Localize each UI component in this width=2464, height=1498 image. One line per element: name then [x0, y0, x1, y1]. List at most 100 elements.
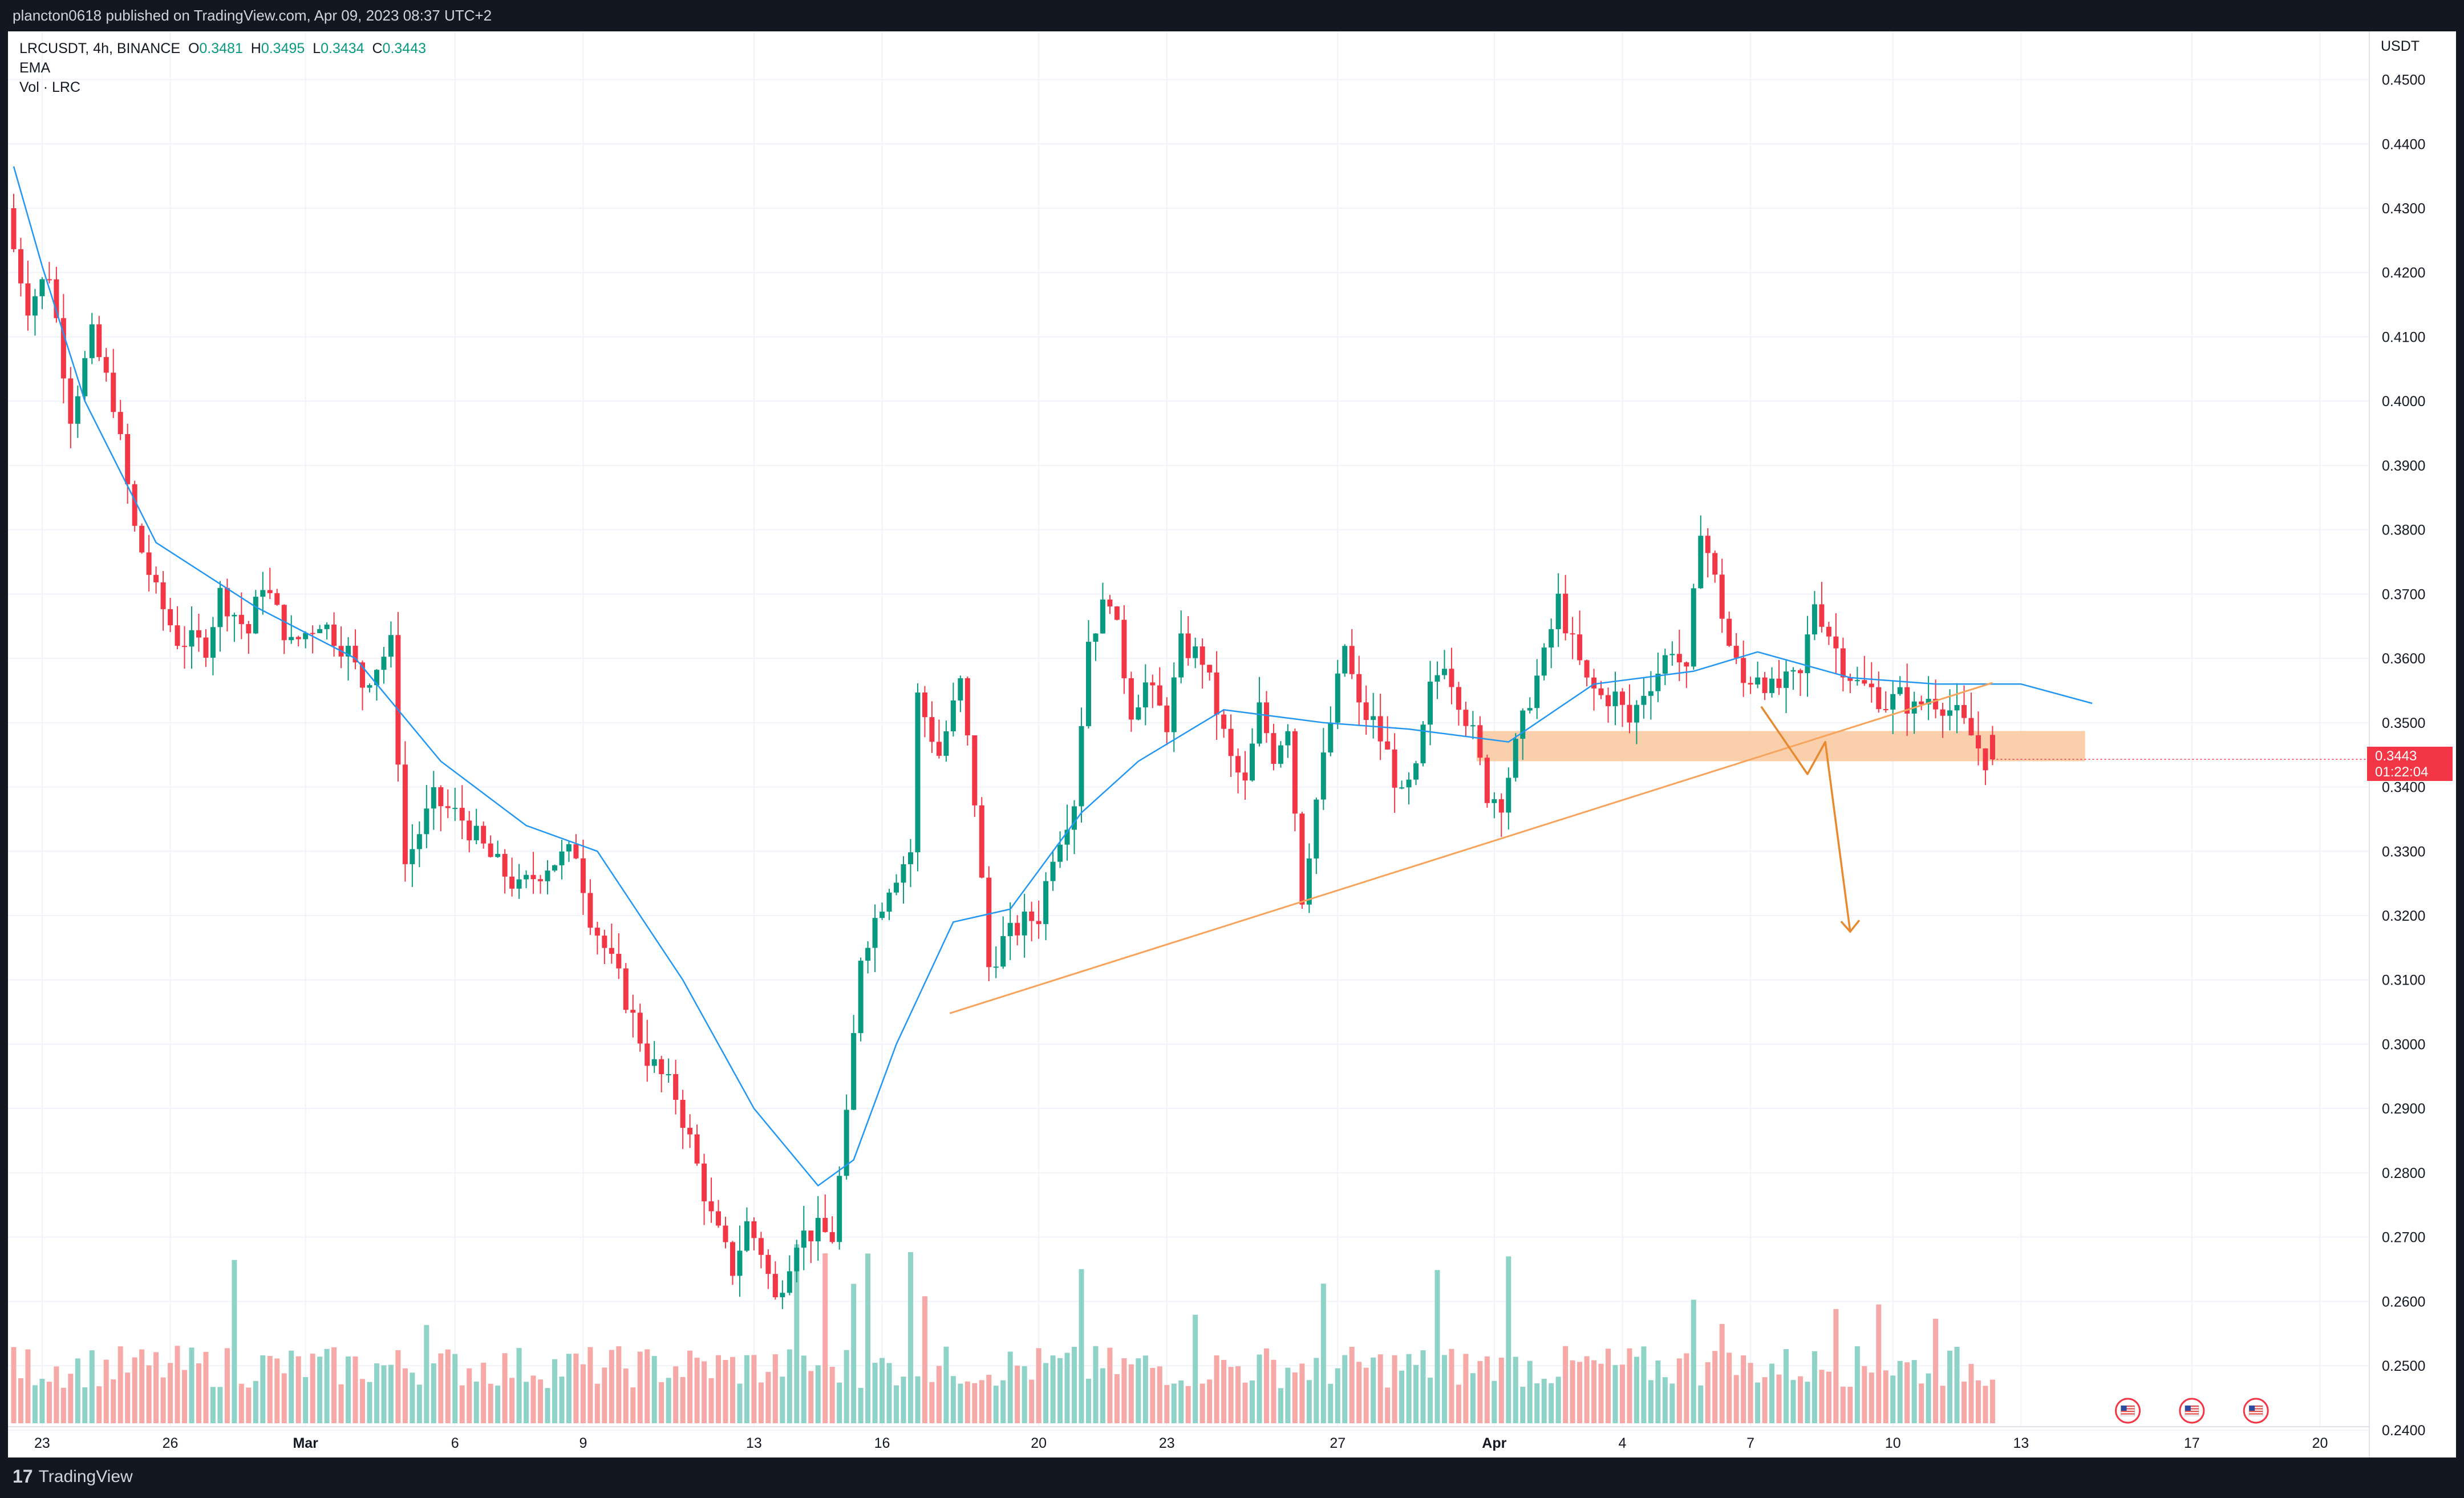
- candle-body: [1897, 687, 1903, 694]
- candle-body: [1292, 731, 1298, 814]
- volume-bar: [1356, 1362, 1362, 1423]
- volume-bar: [1534, 1383, 1540, 1423]
- volume-bar: [1962, 1381, 1967, 1423]
- candle-body: [894, 882, 899, 893]
- time-axis[interactable]: 2326Mar691316202327Apr47101317202427: [8, 1426, 2456, 1451]
- candle-body: [1805, 634, 1810, 674]
- candle-body: [901, 864, 906, 883]
- volume-bar: [132, 1357, 137, 1423]
- candle-body: [1221, 714, 1227, 729]
- legend-symbol-row: LRCUSDT, 4h, BINANCE O0.3481 H0.3495 L0.…: [19, 39, 426, 58]
- time-tick-label: 6: [451, 1435, 459, 1451]
- volume-bar: [331, 1347, 337, 1423]
- candle-body: [687, 1128, 693, 1135]
- candle-body: [829, 1232, 835, 1242]
- candle-body: [787, 1271, 792, 1293]
- candle-body: [1029, 911, 1035, 921]
- volume-bar: [1064, 1353, 1070, 1423]
- volume-bar: [1164, 1384, 1170, 1423]
- candle-body: [1648, 691, 1654, 696]
- candle-body: [1456, 687, 1461, 710]
- volume-bar: [1968, 1363, 1974, 1423]
- volume-bar: [1456, 1384, 1461, 1423]
- volume-bar: [780, 1376, 785, 1423]
- candle-body: [708, 1201, 714, 1212]
- volume-bar: [737, 1383, 743, 1423]
- candle-body: [1199, 646, 1205, 665]
- volume-bar: [445, 1349, 451, 1423]
- volume-bar: [103, 1359, 109, 1423]
- volume-bar: [473, 1381, 479, 1423]
- volume-bar: [943, 1346, 949, 1423]
- candle-body: [545, 871, 550, 881]
- candle-body: [1904, 687, 1910, 714]
- volume-bar: [438, 1353, 444, 1423]
- candle-body: [907, 852, 913, 865]
- volume-bar: [1371, 1357, 1376, 1423]
- candle-body: [217, 588, 223, 627]
- candle-body: [1854, 680, 1860, 682]
- candle-body: [1769, 678, 1775, 693]
- candle-body: [1534, 675, 1540, 708]
- volume-bar: [1470, 1373, 1476, 1423]
- volume-bar: [1085, 1378, 1091, 1423]
- volume-bar: [1733, 1375, 1739, 1423]
- volume-bar: [431, 1363, 436, 1423]
- flag-stripe: [2121, 1408, 2135, 1410]
- volume-bar: [1598, 1363, 1604, 1423]
- flag-stripe: [2249, 1408, 2263, 1410]
- candle-body: [1619, 691, 1625, 705]
- volume-bar: [416, 1384, 422, 1423]
- volume-bar: [1975, 1380, 1981, 1423]
- legend-ema[interactable]: EMA: [19, 60, 51, 76]
- volume-bar: [1498, 1357, 1504, 1423]
- flag-stripe: [2121, 1413, 2135, 1415]
- chart-area[interactable]: USDT 0.4500 0.4400 0.4300 0.4200 0.4100 0.4000…: [8, 31, 2456, 1457]
- volume-bar: [979, 1380, 984, 1423]
- time-tick-label: 17: [2184, 1435, 2200, 1451]
- volume-bar: [1755, 1382, 1761, 1423]
- price-axis[interactable]: USDT 0.4500 0.4400 0.4300 0.4200 0.4100 0.4000…: [2369, 31, 2425, 1457]
- price-tick-label: 0.4500: [2382, 72, 2425, 88]
- volume-bar: [751, 1355, 757, 1423]
- volume-bar: [1833, 1309, 1839, 1423]
- volume-bar: [1627, 1348, 1632, 1423]
- price-tick-label: 0.2900: [2382, 1101, 2425, 1117]
- volume-bar: [673, 1366, 679, 1423]
- price-axis-unit: USDT: [2381, 38, 2420, 54]
- legend-volume[interactable]: Vol · LRC: [19, 79, 80, 95]
- volume-bar: [1299, 1363, 1305, 1423]
- volume-bar: [82, 1387, 88, 1423]
- candle-body: [929, 717, 935, 742]
- publisher-line: plancton0618 published on TradingView.co…: [13, 7, 492, 24]
- candle-body: [1250, 743, 1255, 781]
- candle-body: [445, 806, 451, 808]
- bar-countdown: 01:22:04: [2375, 764, 2429, 780]
- volume-bar: [1933, 1318, 1939, 1423]
- candle-body: [1748, 683, 1753, 685]
- volume-bar: [182, 1370, 188, 1423]
- candle-body: [132, 484, 137, 526]
- tradingview-logo[interactable]: 17 TradingView: [13, 1466, 133, 1487]
- volume-bar: [68, 1374, 74, 1423]
- candle-body: [1577, 634, 1583, 661]
- volume-bar: [1954, 1346, 1960, 1423]
- support-trendline: [949, 682, 1993, 1014]
- candle-body: [808, 1230, 814, 1242]
- candle-body: [367, 685, 372, 688]
- volume-bar: [837, 1382, 842, 1423]
- candle-body: [473, 825, 479, 841]
- economic-event-icon: [2179, 1398, 2205, 1424]
- candle-body: [1463, 710, 1469, 726]
- candle-body: [1741, 658, 1746, 683]
- candle-body: [11, 208, 17, 249]
- candle-body: [232, 614, 237, 617]
- candle-body: [1000, 936, 1006, 967]
- candle-body: [822, 1218, 828, 1232]
- legend-low-value: 0.3434: [321, 41, 364, 56]
- volume-bar: [1641, 1346, 1647, 1423]
- candle-body: [96, 324, 102, 357]
- candle-body: [922, 692, 927, 718]
- volume-bar: [25, 1349, 31, 1423]
- candle-body: [1193, 646, 1198, 658]
